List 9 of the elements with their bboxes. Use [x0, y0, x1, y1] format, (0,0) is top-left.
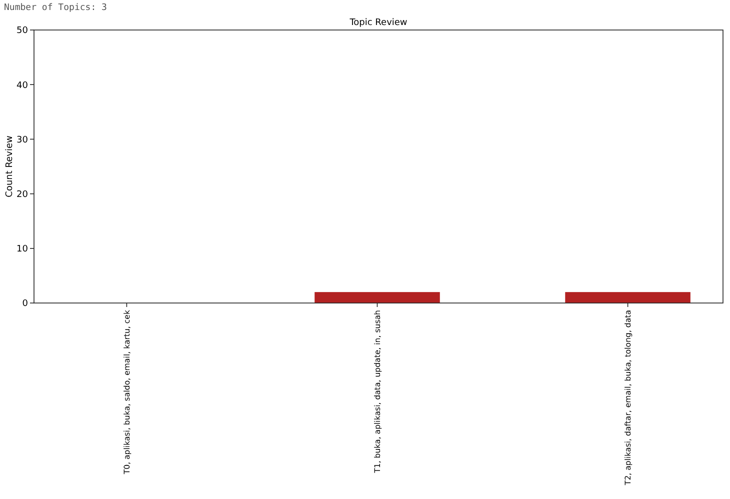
y-tick-label: 10: [16, 244, 28, 255]
text: Number of Topics: 3: [4, 3, 107, 13]
chart-title: Topic Review: [348, 18, 408, 28]
y-tick-label: 30: [16, 135, 28, 146]
y-axis-title: Count Review: [5, 136, 15, 198]
y-tick-label: 50: [16, 26, 28, 36]
y-tick-label: 20: [16, 190, 28, 200]
y-tick-label: 0: [22, 299, 28, 310]
y-tick-label: 40: [16, 80, 28, 91]
